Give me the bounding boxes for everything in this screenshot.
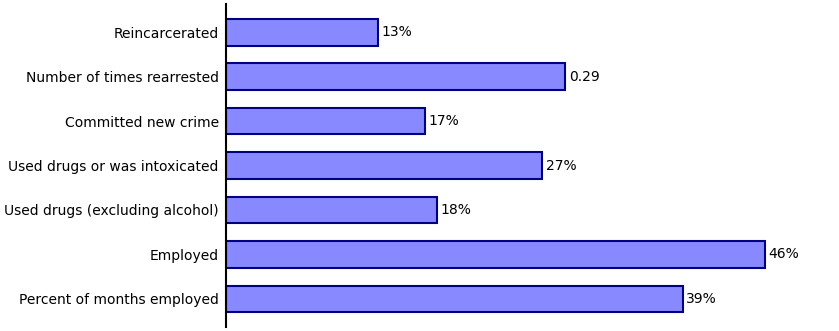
Text: 18%: 18%: [440, 203, 471, 217]
Text: 0.29: 0.29: [569, 70, 600, 84]
Text: 13%: 13%: [382, 25, 412, 39]
Text: 46%: 46%: [768, 247, 799, 261]
Bar: [226, 241, 764, 268]
Bar: [226, 63, 565, 90]
Bar: [226, 108, 425, 134]
Bar: [226, 286, 683, 312]
Text: 39%: 39%: [686, 292, 717, 306]
Bar: [226, 197, 436, 223]
Bar: [226, 19, 378, 45]
Text: 17%: 17%: [429, 114, 459, 128]
Bar: [226, 152, 542, 179]
Text: 27%: 27%: [545, 159, 576, 172]
